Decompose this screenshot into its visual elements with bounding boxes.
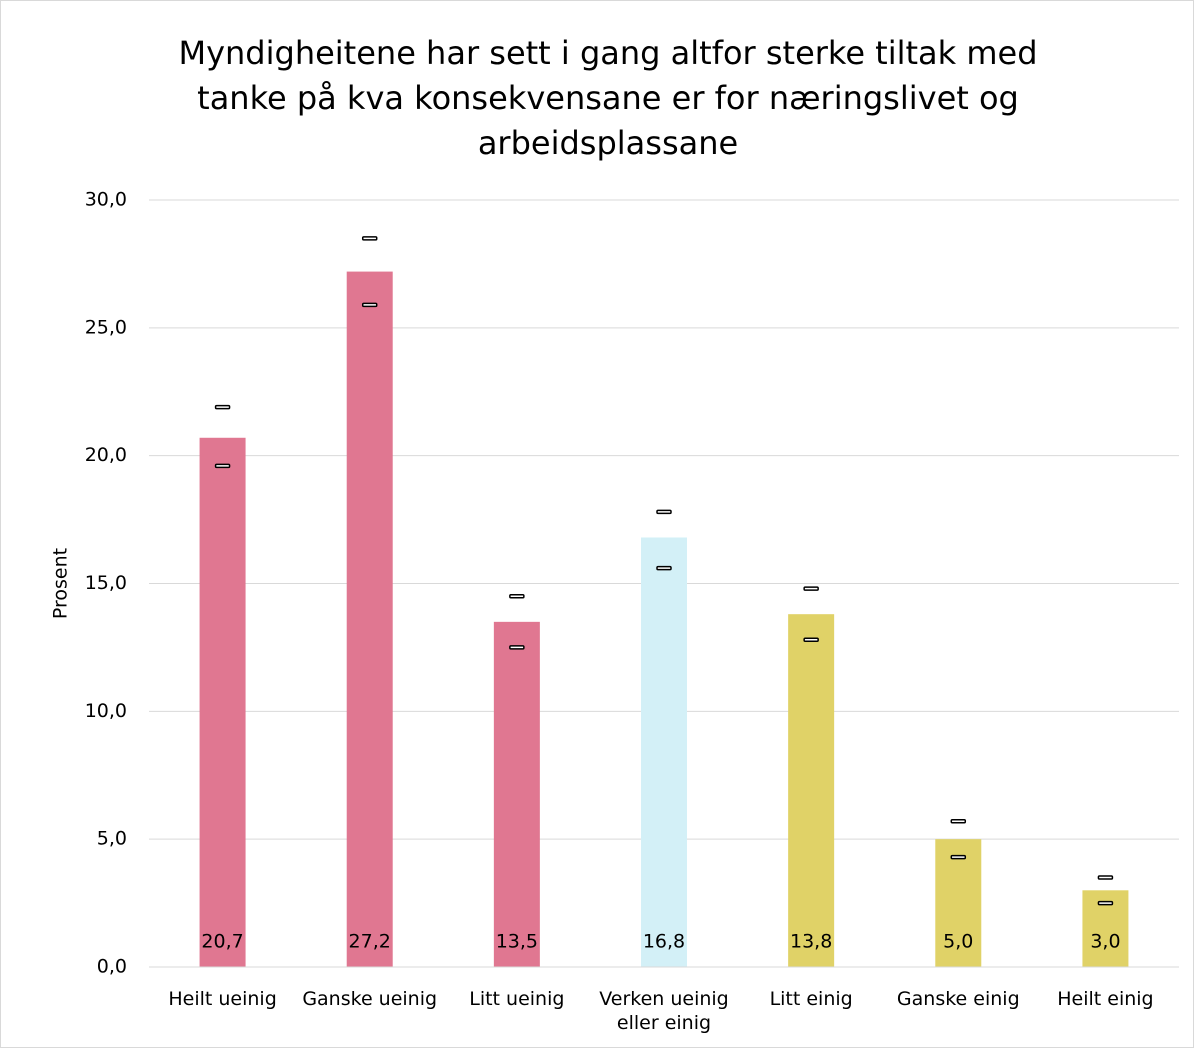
bar — [641, 537, 687, 967]
x-tick-label: Ganske einig — [896, 988, 1020, 1010]
data-label: 5,0 — [943, 931, 973, 953]
data-label: 13,8 — [790, 931, 832, 953]
data-label: 20,7 — [201, 931, 243, 953]
y-axis-label: Prosent — [50, 548, 72, 619]
y-tick-label: 0,0 — [97, 956, 127, 978]
error-marker — [214, 463, 231, 469]
chart-title: Myndigheitene har sett i gang altfor ste… — [178, 34, 1038, 162]
error-marker — [509, 645, 525, 650]
y-tick-label: 5,0 — [97, 828, 127, 850]
y-tick-label: 20,0 — [85, 444, 127, 466]
y-tick-label: 30,0 — [85, 189, 127, 211]
error-marker — [509, 594, 525, 599]
error-marker — [950, 854, 967, 860]
bar — [493, 621, 540, 967]
x-tick-label: Verken ueinig eller einig — [599, 988, 729, 1034]
error-marker — [361, 302, 378, 308]
error-marker — [803, 637, 819, 642]
data-label: 27,2 — [349, 931, 391, 953]
error-marker — [803, 586, 819, 591]
y-tick-label: 15,0 — [85, 572, 127, 594]
error-marker — [361, 236, 378, 241]
y-tick-label: 25,0 — [85, 316, 127, 338]
error-marker — [1097, 875, 1114, 880]
data-label: 3,0 — [1090, 931, 1120, 953]
x-tick-label: Litt einig — [769, 988, 853, 1010]
error-marker — [656, 565, 672, 571]
x-tick-label: Ganske ueinig — [302, 988, 438, 1010]
bar — [346, 271, 393, 967]
data-label: 16,8 — [643, 931, 685, 953]
data-label: 13,5 — [496, 931, 538, 953]
error-marker — [950, 819, 967, 824]
error-marker — [214, 404, 231, 410]
x-tick-label: Litt ueinig — [469, 988, 565, 1010]
error-marker — [656, 509, 672, 515]
bar — [199, 437, 246, 967]
y-tick-label: 10,0 — [85, 700, 127, 722]
x-tick-label: Heilt einig — [1057, 988, 1154, 1010]
error-marker — [1097, 900, 1114, 906]
x-tick-label: Heilt ueinig — [168, 988, 277, 1010]
bar — [935, 839, 982, 967]
bar — [788, 614, 835, 967]
